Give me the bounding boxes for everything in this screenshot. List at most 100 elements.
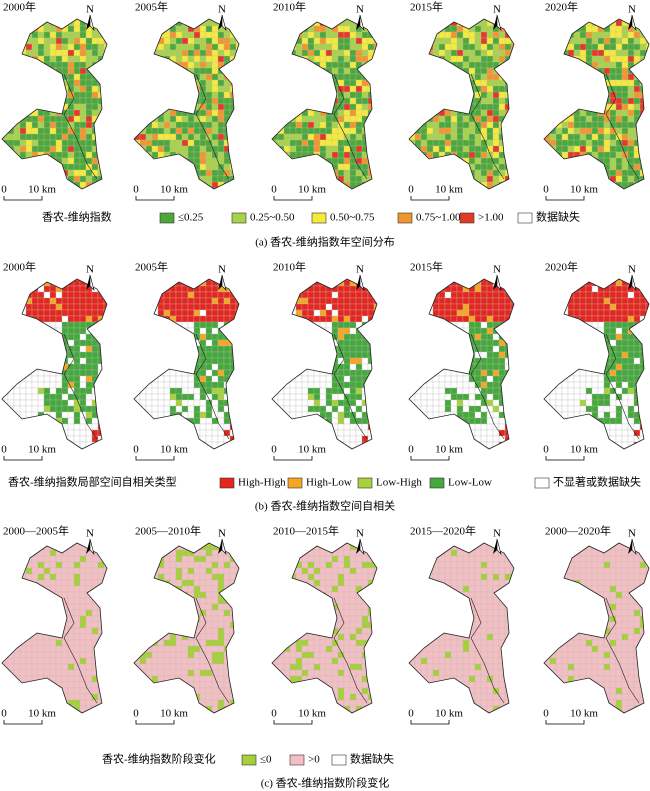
cell	[55, 393, 63, 401]
cell	[561, 121, 569, 129]
cell	[373, 399, 377, 407]
cell	[223, 351, 231, 359]
cell	[7, 49, 15, 57]
cell	[85, 79, 93, 87]
cell	[13, 321, 21, 329]
cell	[73, 297, 81, 305]
cell	[283, 175, 291, 183]
cell	[480, 375, 488, 383]
cell	[223, 139, 231, 147]
cell	[13, 357, 21, 365]
cell	[420, 279, 428, 287]
cell	[277, 31, 285, 39]
cell	[579, 163, 587, 171]
cell	[438, 291, 446, 299]
cell	[573, 97, 581, 105]
cell	[49, 351, 57, 359]
cell	[55, 19, 63, 21]
cell	[555, 55, 563, 63]
cell	[409, 157, 416, 165]
cell	[235, 423, 239, 431]
cell	[444, 405, 452, 413]
cell	[361, 291, 369, 299]
north-arrow-shape	[221, 14, 227, 32]
cell	[420, 297, 428, 305]
cell	[7, 115, 15, 123]
cell	[272, 67, 279, 75]
cell	[319, 175, 327, 183]
cell	[25, 363, 33, 371]
cell	[355, 169, 363, 177]
cell	[432, 393, 440, 401]
cell	[187, 175, 195, 183]
cell	[474, 423, 482, 431]
cell	[409, 297, 416, 305]
cell	[373, 387, 377, 395]
cell	[163, 291, 171, 299]
cell	[337, 145, 345, 153]
cell	[355, 315, 363, 323]
cell	[432, 303, 440, 311]
cell	[337, 187, 345, 189]
cell	[199, 297, 207, 305]
cell	[468, 411, 476, 419]
cell	[19, 441, 27, 449]
cell	[79, 163, 87, 171]
cell	[609, 163, 617, 171]
cell	[480, 309, 488, 317]
cell	[480, 31, 488, 39]
cell	[235, 387, 239, 395]
cell	[474, 145, 482, 153]
cell	[355, 37, 363, 45]
cell	[510, 103, 514, 111]
map: 2015年 N0 10 km	[408, 0, 515, 201]
cell	[462, 163, 470, 171]
legend-label: ≤0.25	[178, 212, 204, 224]
cell	[61, 393, 69, 401]
cell	[480, 405, 488, 413]
cell	[343, 121, 351, 129]
cell	[313, 291, 321, 299]
cell	[301, 169, 309, 177]
cell	[420, 345, 428, 353]
cell	[420, 115, 428, 123]
cell	[55, 363, 63, 371]
cell	[609, 73, 617, 81]
cell	[235, 315, 239, 323]
cell	[426, 85, 434, 93]
cell	[313, 327, 321, 335]
cell	[169, 67, 177, 75]
cell	[139, 429, 147, 437]
cell	[272, 297, 279, 305]
cell	[367, 187, 375, 189]
cell	[187, 133, 195, 141]
cell	[361, 399, 369, 407]
cell	[361, 31, 369, 39]
scale-bar: 0 10 km	[133, 184, 188, 201]
cell	[187, 291, 195, 299]
cell	[73, 115, 81, 123]
cell	[205, 55, 213, 63]
cell	[229, 133, 237, 141]
cell	[468, 399, 476, 407]
cell	[579, 157, 587, 165]
cell	[223, 31, 231, 39]
cell	[468, 393, 476, 401]
cell	[169, 357, 177, 365]
cell	[43, 73, 51, 81]
cell	[361, 103, 369, 111]
cell	[7, 55, 15, 63]
cell	[151, 393, 159, 401]
cell	[37, 297, 45, 305]
cell	[49, 387, 57, 395]
cell	[67, 145, 75, 153]
cell	[175, 297, 183, 305]
cell	[289, 85, 297, 93]
cell	[444, 25, 452, 33]
cell	[373, 43, 377, 51]
cell	[13, 327, 21, 335]
cell	[555, 25, 563, 33]
cell	[444, 97, 452, 105]
north-arrow-shape	[493, 15, 497, 30]
cell	[25, 303, 33, 311]
